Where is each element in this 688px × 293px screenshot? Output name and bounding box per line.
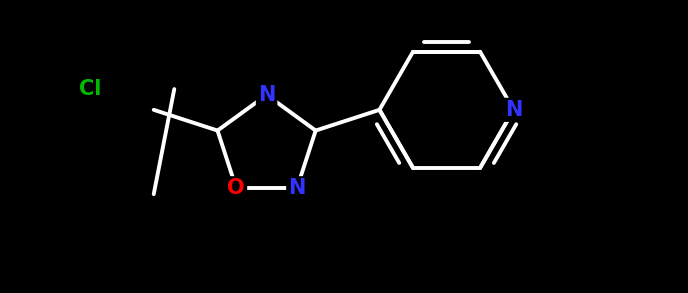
Text: O: O xyxy=(228,178,245,198)
Text: N: N xyxy=(258,85,275,105)
Text: Cl: Cl xyxy=(78,79,101,99)
Text: N: N xyxy=(505,100,522,120)
Text: N: N xyxy=(288,178,305,198)
